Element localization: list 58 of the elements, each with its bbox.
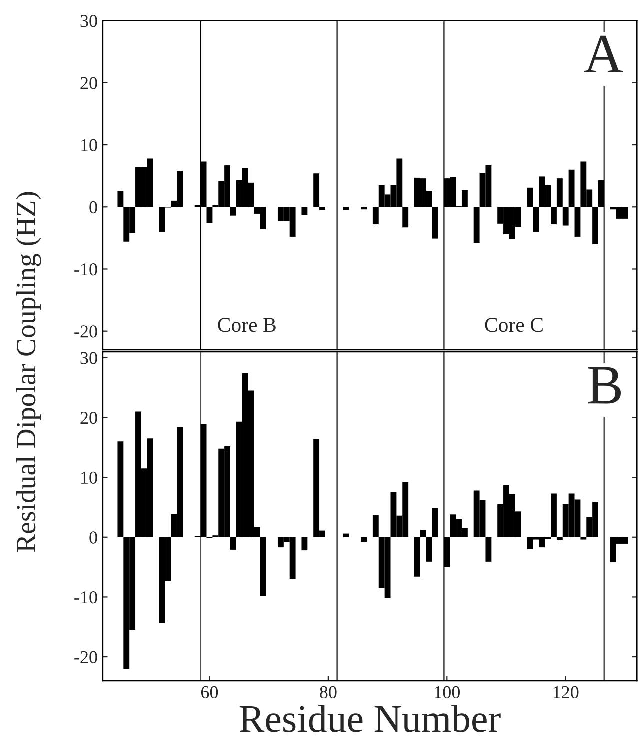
y-tick-label: 10	[82, 139, 98, 152]
y-tick-label: 30	[80, 15, 98, 28]
bar	[206, 207, 213, 224]
bar	[260, 537, 266, 596]
bar	[598, 180, 604, 208]
y-tick-label: -10	[74, 591, 98, 604]
x-axis-title: Residue Number	[240, 704, 501, 732]
bar	[551, 207, 557, 225]
bar	[361, 537, 368, 542]
bar	[556, 178, 563, 208]
bar	[118, 190, 124, 208]
annotation: B	[588, 367, 622, 404]
annotation: Core B	[218, 318, 276, 332]
bar	[568, 170, 575, 208]
bar	[592, 207, 598, 244]
y-tick-label: 30	[80, 352, 98, 364]
bar	[230, 537, 236, 550]
bar	[314, 174, 320, 208]
bar	[432, 207, 438, 239]
bar	[320, 207, 326, 210]
bar	[118, 442, 124, 538]
bar	[361, 207, 368, 210]
x-tick-label: 120	[554, 686, 579, 699]
bar	[551, 494, 557, 538]
y-tick-label: 10	[82, 472, 98, 484]
bar	[580, 537, 587, 540]
bar	[402, 207, 409, 228]
bar	[432, 508, 438, 538]
bar	[527, 188, 534, 208]
bar	[486, 537, 492, 562]
bar	[556, 537, 563, 540]
y-tick-label: 20	[80, 412, 98, 424]
bar	[343, 534, 350, 538]
y-tick-label: 0	[90, 532, 98, 544]
annotation: A	[584, 36, 624, 73]
bar	[574, 207, 581, 237]
bar	[444, 537, 450, 568]
bar	[302, 207, 308, 216]
y-tick-label: -10	[74, 264, 98, 276]
bar	[426, 537, 432, 562]
x-tick-label: 80	[320, 686, 337, 699]
bar	[302, 537, 308, 551]
y-axis-title: Residual Dipolar Coupling (HZ)	[16, 192, 42, 552]
y-tick-label: 0	[90, 201, 98, 214]
x-tick-label: 60	[201, 686, 218, 699]
bar	[474, 207, 480, 244]
bar	[420, 530, 426, 538]
x-tick-label: 100	[435, 686, 460, 699]
y-tick-label: 20	[80, 77, 98, 90]
bar	[562, 207, 569, 226]
y-tick-label: -20	[74, 651, 98, 664]
y-tick-label: -20	[74, 326, 98, 338]
bar	[230, 207, 236, 216]
bar	[372, 515, 379, 538]
annotation: Core C	[485, 318, 543, 332]
bar	[533, 207, 540, 232]
bar	[414, 537, 420, 577]
bar	[372, 207, 379, 225]
